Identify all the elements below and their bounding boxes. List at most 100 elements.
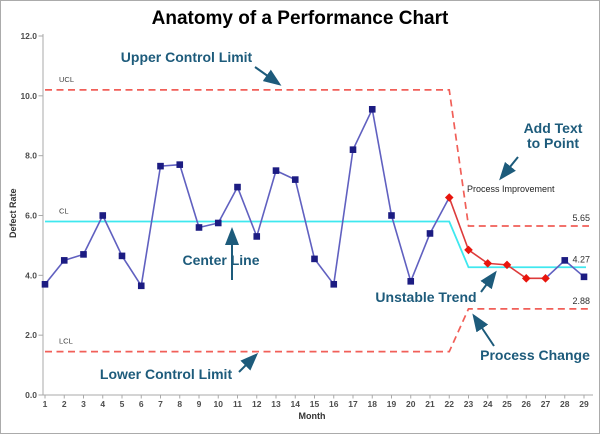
center-line-annotation: Center Line <box>182 252 260 268</box>
data-point-marker <box>426 230 434 237</box>
chart-title: Anatomy of a Performance Chart <box>151 8 449 29</box>
data-point-marker <box>311 255 318 263</box>
series-segment <box>178 164 200 228</box>
y-axis-label: Defect Rate <box>8 188 18 238</box>
x-tick-label: 9 <box>197 399 202 409</box>
data-point-marker <box>330 281 338 288</box>
y-tick-label: 12.0 <box>20 31 37 41</box>
series-segment <box>255 170 277 237</box>
series-segment <box>468 249 489 265</box>
x-tick-label: 7 <box>158 399 163 409</box>
lcl-arrow <box>238 352 259 373</box>
series-segment <box>429 197 450 234</box>
data-point-marker <box>118 252 126 260</box>
series-segment <box>82 215 104 255</box>
process-improvement-point-label: Process Improvement <box>467 184 555 194</box>
y-tick-label: 8.0 <box>25 151 37 161</box>
x-tick-label: 3 <box>81 399 86 409</box>
cl-line <box>45 220 586 269</box>
x-axis-label: Month <box>298 411 326 421</box>
y-tick-label: 6.0 <box>25 211 37 221</box>
series-segment <box>102 215 123 257</box>
x-tick-label: 15 <box>310 399 320 409</box>
data-point-marker <box>214 219 222 227</box>
data-point-marker <box>137 282 145 290</box>
x-tick-label: 23 <box>464 399 474 409</box>
improved-point-marker <box>502 260 512 270</box>
series-segment <box>121 255 142 287</box>
x-tick-label: 1 <box>43 399 48 409</box>
x-tick-label: 12 <box>252 399 262 409</box>
series-segment <box>294 179 316 260</box>
x-tick-label: 4 <box>100 399 105 409</box>
upper-control-limit-annotation: Upper Control Limit <box>120 49 253 65</box>
series-segment <box>390 215 412 282</box>
add-text-line1: Add Text <box>523 120 583 136</box>
annotation-arrows <box>225 66 519 373</box>
y-tick-label: 2.0 <box>25 330 37 340</box>
x-tick-label: 16 <box>329 399 339 409</box>
improved-point-marker <box>464 245 473 255</box>
x-tick-label: 19 <box>387 399 397 409</box>
data-point-marker <box>388 212 395 219</box>
lcl-new-value-label: 2.88 <box>572 296 590 306</box>
x-tick-label: 10 <box>214 399 224 409</box>
data-point-marker <box>195 224 203 231</box>
y-tick-label: 0.0 <box>25 390 37 400</box>
series-segment <box>448 197 470 251</box>
add-text-to-point-annotation: Add Text to Point <box>503 120 599 151</box>
series-segment <box>313 258 335 285</box>
unstable-trend-arrow <box>480 270 497 293</box>
series-segment <box>140 166 162 286</box>
cl-label: CL <box>59 206 69 215</box>
series-segment <box>506 264 527 279</box>
improved-point-marker <box>444 193 454 202</box>
series-segment <box>371 109 393 216</box>
x-tick-label: 2 <box>62 399 67 409</box>
improved-point-marker <box>541 274 550 283</box>
x-tick-label: 24 <box>483 399 493 409</box>
x-tick-label: 28 <box>560 399 570 409</box>
series-segment <box>44 259 65 285</box>
x-tick-label: 8 <box>177 399 182 409</box>
x-tick-label: 13 <box>271 399 281 409</box>
x-tick-label: 22 <box>445 399 455 409</box>
data-point-marker <box>407 278 415 285</box>
lower-control-limit-annotation: Lower Control Limit <box>99 366 233 382</box>
data-point-marker <box>561 257 569 264</box>
x-tick-label: 17 <box>348 399 358 409</box>
data-point-marker <box>41 281 49 288</box>
x-tick-label: 26 <box>522 399 532 409</box>
x-tick-label: 18 <box>368 399 378 409</box>
x-tick-label: 11 <box>233 399 242 409</box>
series-segment <box>217 186 239 224</box>
unstable-trend-annotation: Unstable Trend <box>375 289 477 305</box>
x-tick-label: 6 <box>139 399 144 409</box>
process-change-annotation: Process Change <box>480 347 590 363</box>
improved-point-marker <box>483 259 493 268</box>
series-segment <box>236 186 258 237</box>
improved-point-marker <box>521 274 531 283</box>
ucl-new-value-label: 5.65 <box>572 213 590 223</box>
data-point-marker <box>176 161 184 168</box>
lcl-label: LCL <box>59 337 73 346</box>
x-tick-label: 27 <box>541 399 551 409</box>
process-change-arrow <box>472 313 495 347</box>
cl-new-value-label: 4.27 <box>572 254 590 264</box>
ucl-label: UCL <box>59 75 74 84</box>
x-tick-label: 21 <box>425 399 435 409</box>
ucl-arrow <box>254 66 282 86</box>
data-point-marker <box>368 105 376 113</box>
ucl-line <box>45 89 589 227</box>
x-tick-label: 25 <box>502 399 512 409</box>
series-segment <box>410 233 431 282</box>
lcl-line <box>45 307 589 353</box>
data-point-marker <box>80 251 87 258</box>
x-tick-label: 20 <box>406 399 416 409</box>
series-segment <box>352 108 373 151</box>
y-tick-label: 4.0 <box>25 270 37 280</box>
data-point-marker <box>291 176 299 183</box>
data-point-marker <box>157 162 164 170</box>
y-tick-label: 10.0 <box>20 91 37 101</box>
